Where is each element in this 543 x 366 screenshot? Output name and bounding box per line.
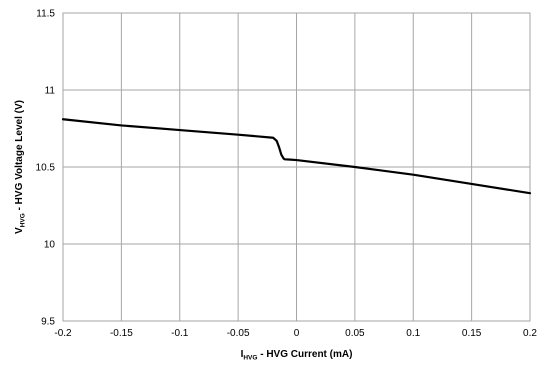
x-axis-title-subscript: HVG	[243, 355, 257, 362]
x-tick-label: -0.15	[110, 328, 133, 339]
y-axis-title: VHVG - HVG Voltage Level (V)	[14, 100, 27, 234]
y-tick-label: 10.5	[36, 163, 56, 174]
x-axis-title-rest: - HVG Current (mA)	[257, 349, 352, 360]
y-tick-label: 11.5	[36, 9, 55, 20]
y-tick-labels: 9.5 10 10.5 11 11.5	[36, 9, 56, 328]
series-group	[61, 118, 532, 195]
y-axis-title-rest: - HVG Voltage Level (V)	[14, 100, 25, 213]
x-tick-label: 0.2	[523, 328, 537, 339]
x-tick-labels: -0.2 -0.15 -0.1 -0.05 0 0.05 0.1 0.15 0.2	[54, 328, 537, 339]
x-tick-label: -0.05	[227, 328, 250, 339]
y-tick-label: 10	[44, 240, 56, 251]
x-tick-label: -0.2	[54, 328, 72, 339]
x-tick-label: -0.1	[171, 328, 189, 339]
y-tick-label: 9.5	[41, 317, 55, 328]
x-tick-label: 0.15	[462, 328, 482, 339]
plot-border	[62, 12, 531, 322]
x-tick-label: 0.1	[406, 328, 420, 339]
x-axis-title: IHVG - HVG Current (mA)	[241, 349, 353, 362]
y-axis-title-subscript: HVG	[20, 213, 27, 227]
y-axis-title-main: V	[14, 227, 25, 234]
y-tick-label: 11	[45, 86, 56, 97]
x-axis-title-main: I	[241, 349, 244, 360]
x-tick-label: 0	[294, 328, 300, 339]
series-line-0	[61, 118, 532, 195]
x-tick-label: 0.05	[345, 328, 365, 339]
